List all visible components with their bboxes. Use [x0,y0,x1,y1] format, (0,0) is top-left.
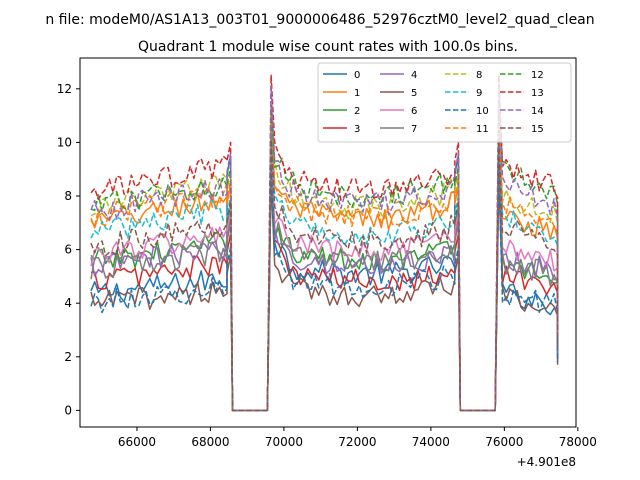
legend-label-6: 6 [411,106,417,117]
x-tick-label-6: 78000 [559,435,597,449]
x-tick-label-5: 76000 [485,435,523,449]
legend-label-10: 10 [476,106,489,117]
legend-label-3: 3 [354,124,360,135]
legend-label-7: 7 [411,124,417,135]
plot-frame [79,57,577,428]
series-line-12 [90,104,559,412]
x-tick-label-2: 70000 [265,435,303,449]
series-line-15 [90,138,559,412]
y-tick-label-2: 4 [64,296,72,310]
legend-label-12: 12 [531,70,544,81]
legend-label-0: 0 [354,70,360,81]
x-tick-label-1: 68000 [191,435,229,449]
y-tick-label-3: 6 [64,243,72,257]
legend-box [317,62,572,143]
y-tick-label-0: 0 [64,403,72,417]
legend-label-1: 1 [354,88,360,99]
series-line-11 [90,106,559,412]
series-line-10 [90,168,559,412]
y-tick-label-1: 2 [64,350,72,364]
series-line-6 [90,147,559,412]
legend-label-13: 13 [531,88,544,99]
series-line-13 [90,74,559,412]
chart-title: Quadrant 1 module wise count rates with … [138,39,518,55]
legend-label-14: 14 [531,106,544,117]
y-tick-label-6: 12 [57,82,72,96]
y-tick-label-4: 8 [64,189,72,203]
y-tick-label-5: 10 [57,135,72,149]
legend-label-11: 11 [476,124,489,135]
legend-label-4: 4 [411,70,417,81]
legend-label-5: 5 [411,88,417,99]
legend-label-15: 15 [531,124,544,135]
series-line-14 [90,85,559,412]
x-offset-label: +4.901e8 [517,455,576,469]
y-axis: 0 2 4 6 8 10 12 [57,82,80,417]
series-line-4 [90,152,559,412]
series-line-5 [90,176,559,412]
legend-label-8: 8 [476,70,482,81]
legend-label-9: 9 [476,88,482,99]
series-line-3 [90,157,559,412]
legend-label-2: 2 [354,106,360,117]
x-axis: 66000 68000 70000 72000 74000 76000 78000 [118,427,597,449]
x-tick-label-4: 74000 [412,435,450,449]
x-tick-label-3: 72000 [338,435,376,449]
series-layer [90,74,559,412]
chart-suptitle: n file: modeM0/AS1A13_003T01_9000006486_… [45,12,594,28]
x-tick-label-0: 66000 [118,435,156,449]
series-line-9 [90,128,559,412]
